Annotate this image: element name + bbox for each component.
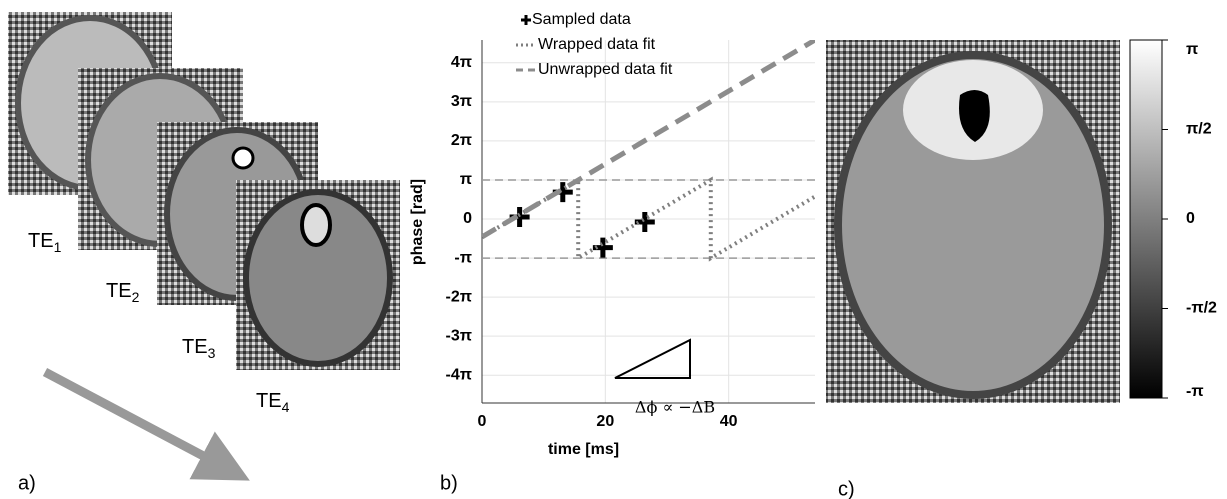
panel-label: a) — [18, 472, 36, 494]
echo-sub: 1 — [54, 239, 62, 255]
x-tick-label: 0 — [478, 413, 487, 430]
echo-sub: 4 — [282, 399, 290, 415]
fieldmap-image — [826, 40, 1120, 403]
y-tick-label: -2π — [446, 288, 472, 305]
echo-sub: 2 — [132, 289, 140, 305]
y-tick-label: -3π — [446, 327, 472, 344]
x-tick-label: 20 — [596, 413, 614, 430]
legend-label: Sampled data — [532, 11, 631, 28]
y-tick-label: 0 — [463, 210, 472, 227]
y-tick-label: -π — [454, 249, 472, 266]
echo-sub: 3 — [208, 345, 216, 361]
echo-base: TE — [182, 336, 208, 358]
panel-label: b) — [440, 472, 458, 494]
echo-images — [8, 12, 400, 370]
y-tick-label: 4π — [451, 54, 472, 71]
colorbar-tick-label: -π — [1186, 383, 1204, 400]
y-tick-label: π — [460, 171, 472, 188]
y-tick-label: 2π — [451, 132, 472, 149]
x-axis-label: time [ms] — [548, 441, 619, 458]
echo-base: TE — [28, 230, 54, 252]
colorbar-ticks: π π/2 0 -π/2 -π — [1162, 39, 1217, 400]
time-arrow — [42, 368, 250, 481]
fit-line — [482, 40, 815, 240]
y-tick-label: 3π — [451, 93, 472, 110]
echo-label: TE1 — [28, 230, 62, 254]
legend-marker — [521, 15, 531, 25]
colorbar-tick-label: π/2 — [1186, 121, 1212, 138]
colorbar — [1129, 39, 1163, 399]
panel-label: c) — [838, 478, 855, 499]
slope-triangle — [614, 338, 691, 379]
echo-label: TE4 — [256, 390, 290, 414]
y-tick-label: -4π — [446, 366, 472, 383]
colorbar-tick-label: π — [1186, 41, 1198, 58]
phase-chart: 4π 3π 2π π 0 -π -2π -3π -4π 0 20 40 time [ms] phase [… — [409, 11, 815, 458]
colorbar-tick-label: -π/2 — [1186, 300, 1217, 317]
echo-label: TE3 — [182, 336, 216, 360]
x-tick-label: 40 — [720, 413, 738, 430]
echo-base: TE — [256, 390, 282, 412]
echo-base: TE — [106, 280, 132, 302]
echo-label: TE2 — [106, 280, 140, 304]
annotation: Δϕ ∝ −ΔB — [635, 398, 715, 417]
legend-label: Wrapped data fit — [538, 36, 656, 53]
colorbar-tick-label: 0 — [1186, 210, 1195, 227]
legend-label: Unwrapped data fit — [538, 61, 673, 78]
y-axis-label: phase [rad] — [409, 179, 426, 265]
